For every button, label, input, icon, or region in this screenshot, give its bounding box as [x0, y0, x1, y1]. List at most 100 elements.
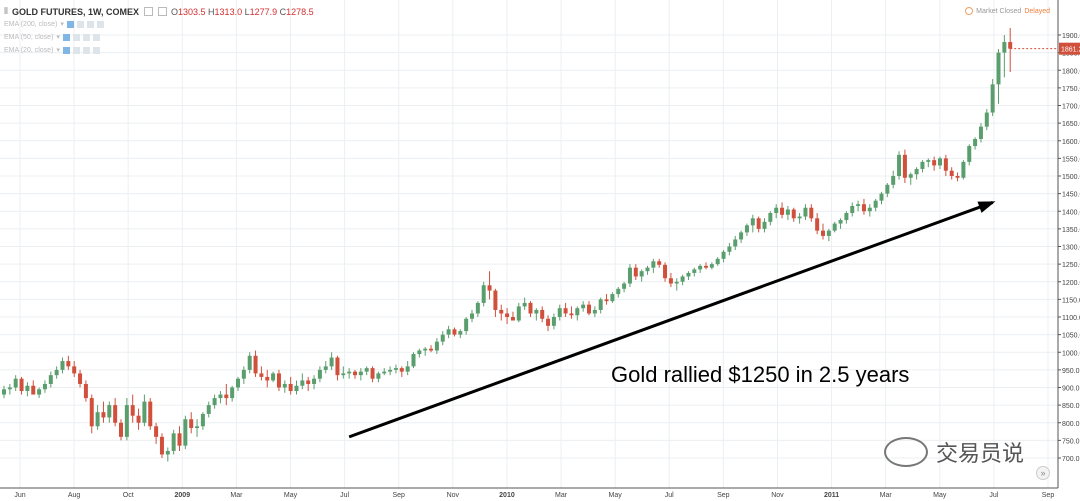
candle-body	[891, 176, 896, 185]
candle-body	[282, 383, 287, 388]
settings-icon[interactable]	[76, 20, 84, 28]
candle-body	[142, 401, 147, 423]
candle-body	[171, 433, 176, 451]
candle-body	[247, 355, 252, 370]
candle-body	[873, 200, 878, 208]
candle-body	[791, 209, 796, 219]
trend-arrow	[348, 201, 996, 439]
close-icon[interactable]	[157, 7, 167, 16]
y-tick-label: 1600.0	[1062, 139, 1080, 146]
candle-body	[224, 394, 229, 399]
candle-body	[516, 306, 521, 321]
y-tick-label: 1350.0	[1062, 227, 1080, 234]
y-tick-label: 800.0	[1062, 421, 1080, 428]
candle-body	[259, 373, 264, 377]
candle-body	[136, 415, 141, 423]
candle-body	[932, 160, 937, 166]
chart-annotation: Gold rallied $1250 in 2.5 years	[611, 362, 910, 387]
more-icon[interactable]	[92, 46, 100, 54]
candle-body	[622, 283, 627, 289]
candle-body	[1008, 42, 1013, 49]
candle-body	[674, 281, 679, 284]
candle-body	[780, 207, 785, 215]
candle-body	[358, 371, 363, 376]
indicator-ema-200[interactable]: EMA (200, close) ▾	[4, 18, 314, 30]
candle-body	[405, 366, 410, 372]
candle-body	[271, 373, 276, 381]
candle-body	[774, 207, 779, 214]
close-icon[interactable]	[82, 46, 90, 54]
candle-body	[130, 405, 135, 416]
candle-body	[13, 378, 18, 388]
candle-body	[575, 308, 580, 316]
candle-body	[329, 357, 334, 367]
candle-body	[961, 161, 966, 178]
candle-body	[551, 317, 556, 326]
candle-body	[37, 389, 42, 395]
candle-body	[323, 366, 328, 370]
settings-icon[interactable]	[143, 7, 153, 16]
candle-body	[19, 378, 24, 392]
price-axis[interactable]: 700.0 750.0 800.0 850.0 900.0 950.0 1000.0 1050…	[1057, 0, 1080, 488]
y-tick-label: 1550.0	[1062, 156, 1080, 163]
y-tick-label: 700.0	[1062, 456, 1080, 463]
indicator-ema-20[interactable]: EMA (20, close) ▾	[4, 44, 314, 56]
settings-icon[interactable]	[72, 33, 80, 41]
candle-body	[908, 174, 913, 178]
candle-body	[546, 318, 551, 326]
y-tick-label: 1150.0	[1062, 297, 1080, 304]
candle-body	[879, 193, 884, 201]
eye-icon[interactable]	[62, 46, 70, 54]
candle-body	[294, 385, 299, 392]
scroll-to-latest-button[interactable]: »	[1036, 466, 1050, 480]
candle-body	[83, 383, 88, 399]
candle-body	[300, 380, 305, 386]
time-axis[interactable]: Jun Aug Oct 2009 Mar May Jul Sep Nov 2010 Mar May Ju…	[0, 487, 1058, 499]
x-tick-label: Mar	[880, 492, 893, 499]
candle-body	[183, 419, 188, 446]
candle-body	[750, 218, 755, 226]
candle-body	[66, 361, 71, 367]
candle-body	[739, 232, 744, 240]
candle-body	[241, 369, 246, 379]
candle-body	[31, 385, 36, 395]
y-tick-label: 1300.0	[1062, 245, 1080, 252]
candle-body	[113, 405, 118, 423]
candle-body	[2, 389, 6, 395]
more-icon[interactable]	[96, 20, 104, 28]
eye-icon[interactable]	[62, 33, 70, 41]
candle-body	[72, 366, 77, 374]
x-tick-label: 2011	[824, 492, 839, 499]
candle-body	[996, 52, 1001, 85]
candle-body	[920, 161, 925, 169]
candle-body	[832, 223, 837, 231]
candle-body	[557, 308, 562, 317]
candle-body	[306, 380, 311, 384]
candle-body	[107, 405, 112, 418]
symbol-title[interactable]: GOLD FUTURES, 1W, COMEX	[11, 6, 139, 17]
candle-body	[388, 369, 393, 372]
candle-body	[604, 299, 609, 302]
candle-body	[370, 368, 375, 379]
candle-body	[709, 264, 714, 268]
y-tick-label: 1450.0	[1062, 192, 1080, 199]
more-icon[interactable]	[92, 33, 100, 41]
candle-body	[335, 357, 340, 376]
indicator-ema-50[interactable]: EMA (50, close) ▾	[4, 31, 314, 43]
candle-body	[627, 267, 632, 284]
candle-body	[89, 398, 94, 427]
x-tick-label: Nov	[771, 492, 784, 499]
candle-body	[902, 154, 907, 178]
settings-icon[interactable]	[72, 46, 80, 54]
x-tick-label: Jul	[665, 492, 674, 499]
close-icon[interactable]	[86, 20, 94, 28]
close-icon[interactable]	[82, 33, 90, 41]
candle-body	[505, 313, 510, 317]
last-price-label: 1861.2	[1061, 47, 1080, 54]
candle-body	[704, 265, 708, 268]
candle-body	[119, 422, 123, 437]
symbol-icon[interactable]: ⦀	[4, 6, 8, 16]
eye-icon[interactable]	[66, 20, 74, 28]
candle-body	[990, 84, 995, 113]
